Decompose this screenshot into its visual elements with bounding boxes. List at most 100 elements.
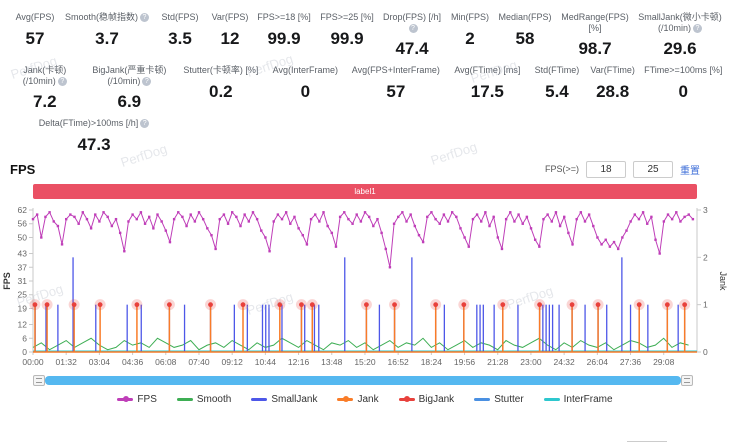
- fps-point: [417, 233, 421, 237]
- metric-value: 7.2: [32, 92, 57, 111]
- legend-item-stutter[interactable]: Stutter: [474, 394, 524, 405]
- fps-threshold-input-high[interactable]: [633, 160, 673, 178]
- fps-point: [260, 229, 263, 232]
- fps-point: [471, 217, 475, 221]
- fps-point: [243, 213, 246, 216]
- fps-point: [81, 211, 85, 214]
- legend-item-interframe[interactable]: InterFrame: [543, 394, 613, 405]
- fps-point: [554, 211, 558, 214]
- legend-item-bigjank[interactable]: BigJank: [398, 394, 454, 405]
- legend-item-jank[interactable]: Jank: [337, 394, 379, 405]
- metric-label: Var(FTime): [590, 65, 635, 75]
- fps-point: [40, 236, 43, 239]
- fps-point: [193, 220, 197, 223]
- y-right-tick-label: 0: [703, 347, 708, 357]
- metrics-row: Jank(卡顿) (/10min)? 7.2 BigJank(严重卡顿) (/10m…: [8, 59, 726, 112]
- fps-point: [455, 215, 458, 219]
- metric-cell: Stutter(卡顿率) [%] 0.2: [177, 59, 265, 102]
- fps-point: [583, 220, 587, 223]
- metric-cell: FTime>=100ms [%] 0: [640, 59, 726, 102]
- metric-cell: BigJank(严重卡顿) (/10min)? 6.9: [82, 59, 177, 112]
- fps-point: [579, 211, 583, 214]
- scene-label-banner[interactable]: label1: [33, 184, 697, 199]
- fps-chart[interactable]: 0 6 12 19 25 31 37 43 50 56 62 0 1 2 3 00:00 01:32 03:04 0…: [0, 202, 730, 374]
- chart-legend: FPS Smooth SmallJank Jank BigJank Stutter Inte…: [0, 392, 730, 406]
- help-icon[interactable]: ?: [57, 77, 67, 86]
- bigjank-dot: [134, 302, 140, 308]
- fps-point: [662, 220, 666, 223]
- metric-cell: SmallJank(微小卡顿) (/10min)? 29.6: [634, 6, 726, 59]
- fps-point: [65, 217, 68, 221]
- datazoom-window[interactable]: [45, 376, 681, 385]
- fps-point: [450, 211, 454, 214]
- help-icon[interactable]: ?: [693, 24, 702, 33]
- fps-point: [226, 222, 230, 225]
- fps-point: [268, 250, 271, 253]
- metric-value: 2: [465, 29, 475, 48]
- metric-label: MedRange(FPS)[%]: [561, 12, 629, 33]
- fps-point: [467, 245, 470, 248]
- fps-point: [52, 220, 55, 223]
- fps-point: [255, 217, 259, 221]
- legend-item-smalljank[interactable]: SmallJank: [251, 394, 317, 405]
- legend-marker: [251, 397, 268, 401]
- metric-label: Jank(卡顿) (/10min)?: [22, 65, 67, 86]
- x-tick-label: 13:48: [321, 357, 343, 367]
- metric-label: Std(FTime): [534, 65, 580, 75]
- help-icon[interactable]: ?: [142, 77, 152, 86]
- fps-point: [538, 245, 541, 248]
- fps-point: [409, 213, 412, 216]
- fps-point: [480, 220, 483, 223]
- fps-point: [114, 217, 118, 221]
- legend-item-fps[interactable]: FPS: [117, 394, 157, 405]
- fps-point: [542, 217, 545, 221]
- bigjank-dot: [32, 302, 38, 308]
- chart-datazoom-slider[interactable]: [33, 375, 697, 387]
- help-icon[interactable]: ?: [408, 24, 418, 33]
- x-tick-label: 19:56: [454, 357, 476, 367]
- reset-link[interactable]: 重置: [680, 165, 700, 177]
- fps-point: [85, 217, 89, 221]
- fps-point: [592, 224, 595, 228]
- fps-point: [488, 224, 491, 228]
- metric-value: 57: [25, 29, 45, 48]
- help-icon[interactable]: ?: [140, 119, 150, 128]
- metric-label: Avg(FPS): [15, 12, 55, 22]
- legend-item-smooth[interactable]: Smooth: [176, 394, 231, 405]
- y-left-tick-label: 19: [18, 303, 28, 313]
- fps-point: [687, 213, 690, 216]
- fps-point: [177, 211, 180, 214]
- fps-point: [231, 211, 234, 214]
- fps-point: [143, 222, 147, 225]
- x-tick-label: 12:16: [288, 357, 310, 367]
- x-tick-label: 26:04: [587, 357, 609, 367]
- bigjank-dot: [71, 302, 77, 308]
- bigjank-dot: [500, 302, 506, 308]
- bigjank-dot: [277, 302, 283, 308]
- metric-cell: Avg(FPS+InterFrame) 57: [346, 59, 445, 102]
- fps-point: [185, 224, 188, 228]
- metric-label: SmallJank(微小卡顿) (/10min)?: [638, 12, 722, 33]
- fps-point: [567, 231, 570, 235]
- metric-cell: Smooth(稳帧指数)? 3.7: [62, 6, 152, 49]
- fps-point: [102, 211, 105, 214]
- metric-cell: FPS>=18 [%] 99.9: [252, 6, 316, 49]
- y-left-axis-title: FPS: [2, 272, 12, 290]
- y-left-tick-label: 0: [22, 347, 27, 357]
- fps-point: [625, 229, 628, 232]
- help-icon[interactable]: ?: [140, 13, 149, 22]
- bigjank-dot: [461, 302, 467, 308]
- datazoom-right-handle[interactable]: [681, 375, 693, 386]
- y-right-tick-label: 3: [703, 205, 708, 215]
- fps-point: [272, 220, 275, 223]
- fps-point: [168, 240, 172, 244]
- fps-point: [89, 227, 93, 230]
- fps-threshold-input-low[interactable]: [586, 160, 626, 178]
- y-left-tick-label: 12: [18, 320, 28, 330]
- metric-label: Drop(FPS) [/h]?: [382, 12, 441, 33]
- metric-value: 57: [386, 82, 406, 101]
- metric-cell: MedRange(FPS)[%] 98.7: [556, 6, 634, 59]
- datazoom-left-handle[interactable]: [33, 375, 45, 386]
- metric-value: 5.4: [545, 82, 569, 101]
